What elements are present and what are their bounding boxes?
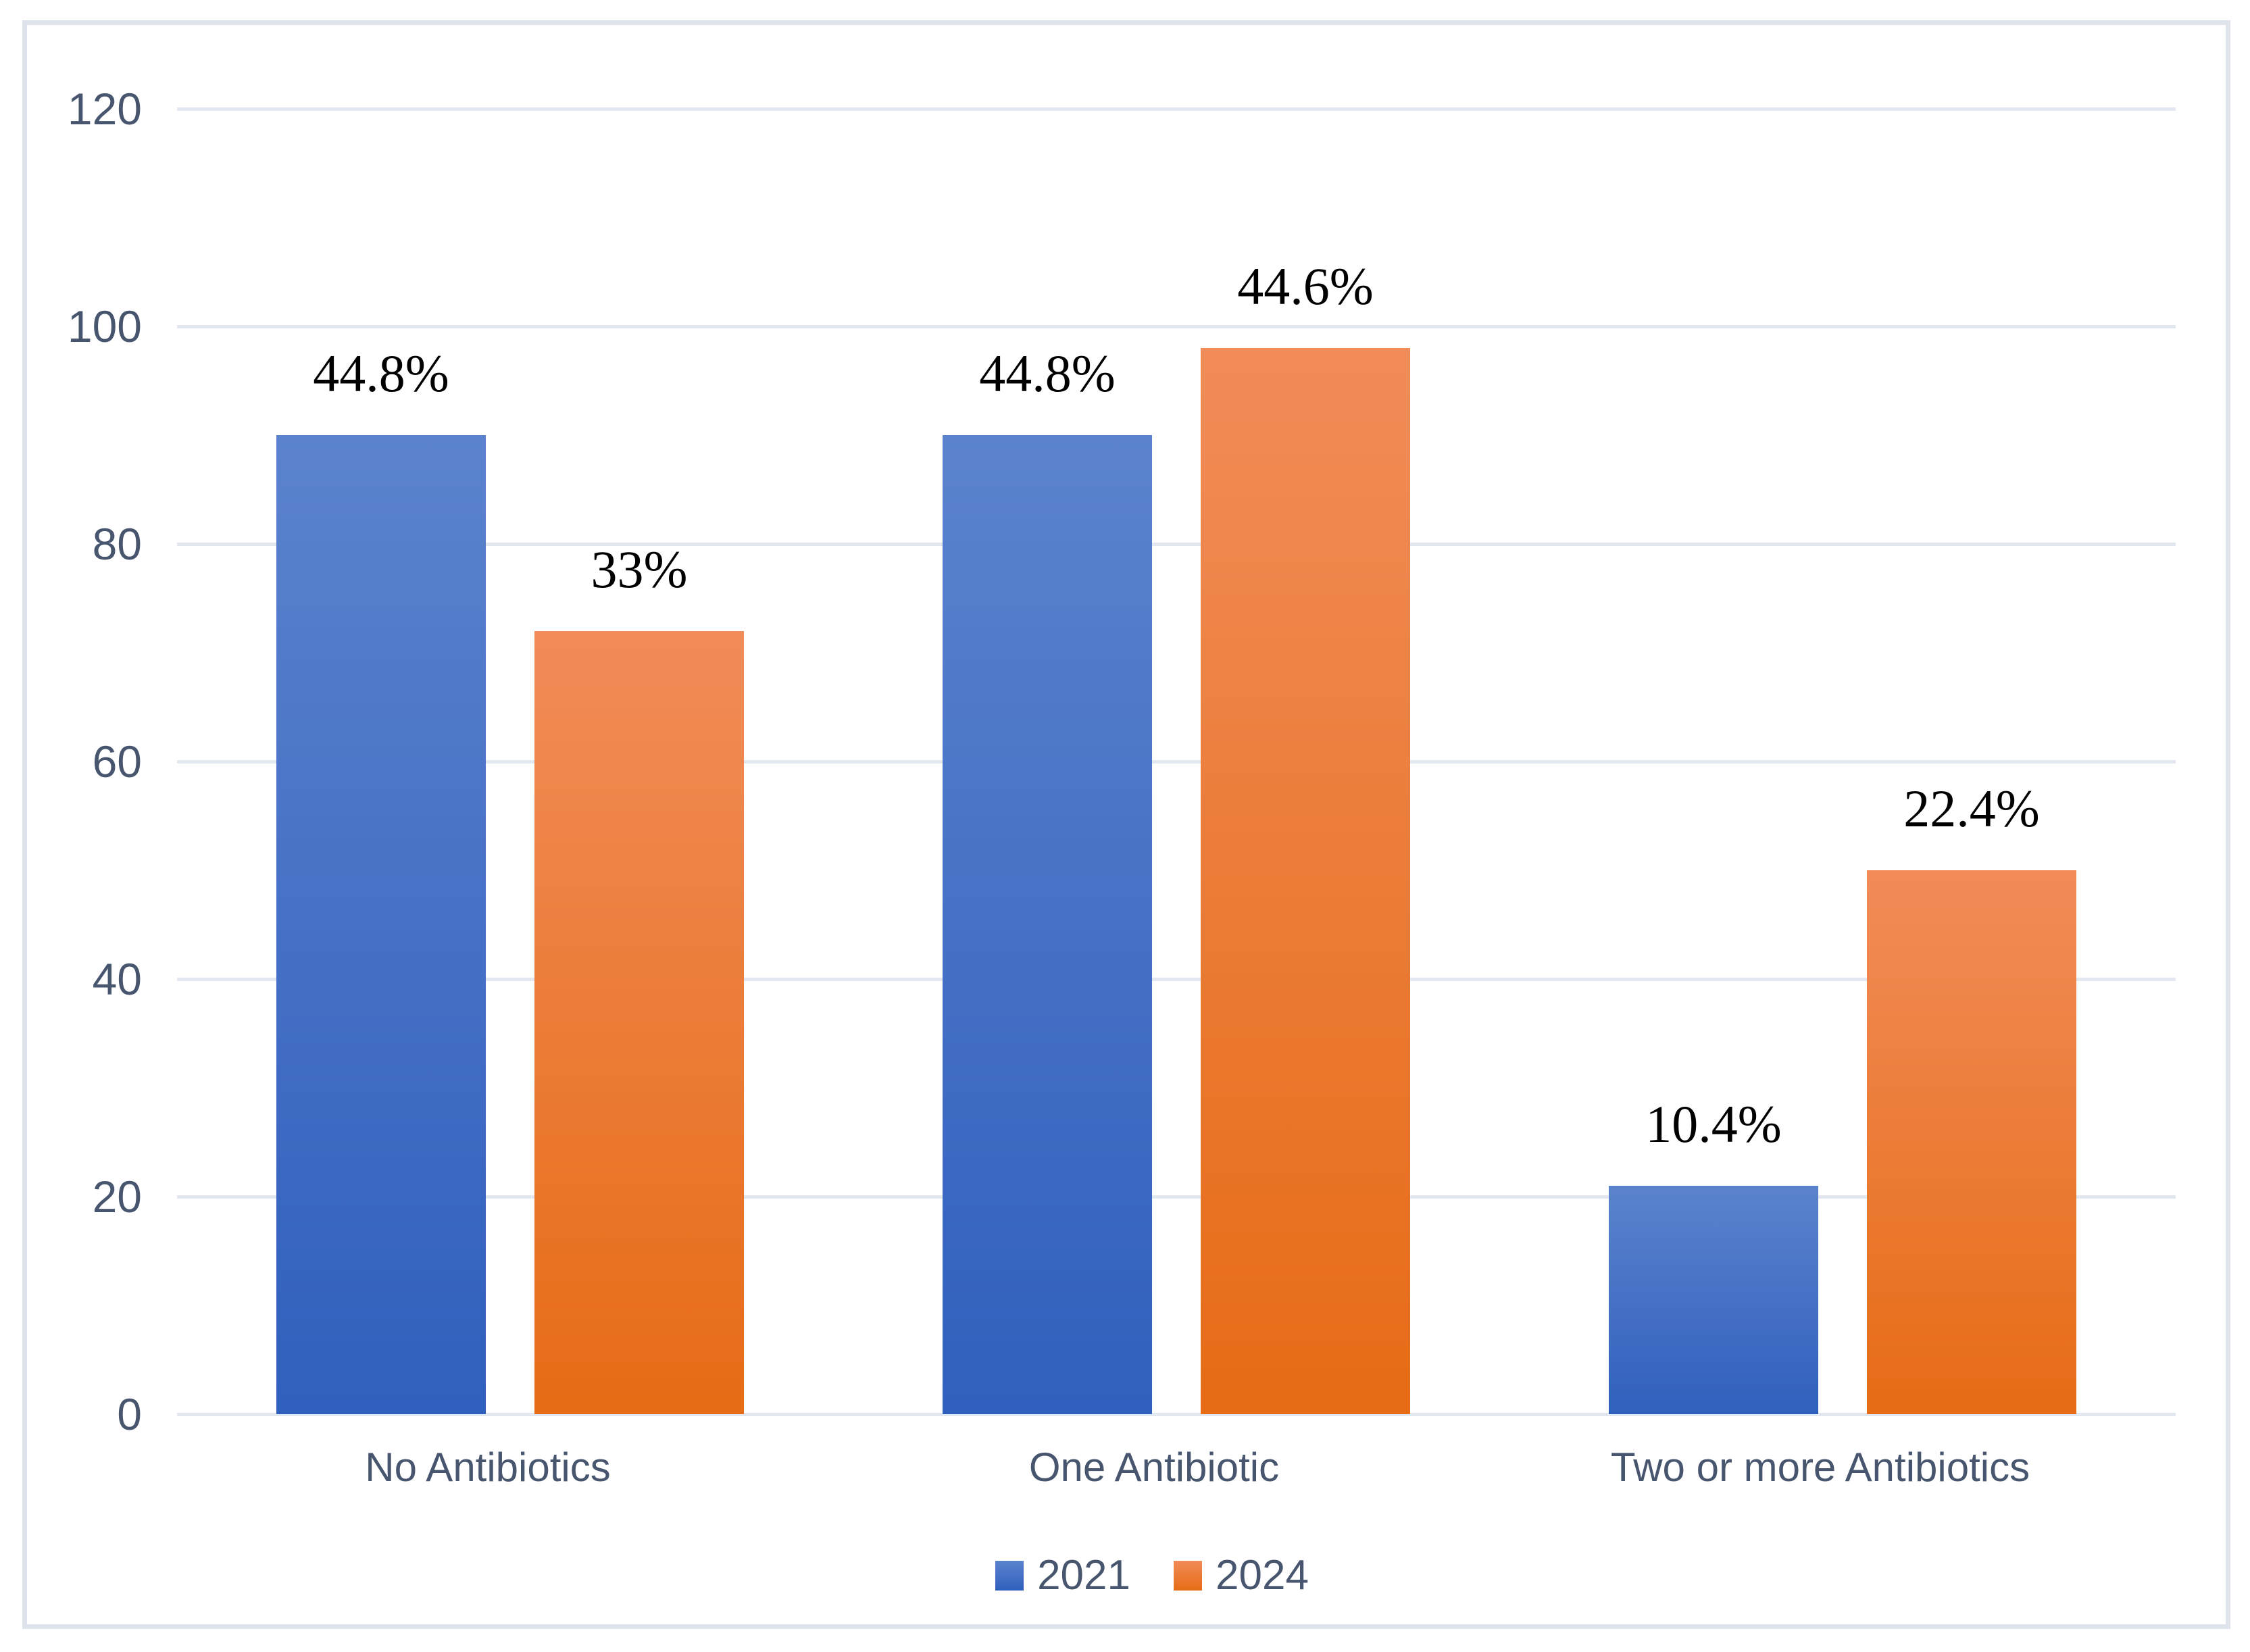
gridline-0 bbox=[177, 1413, 2176, 1416]
legend: 2021 2024 bbox=[27, 1545, 2250, 1606]
bar-2021-two-or-more-antibiotics bbox=[1609, 1185, 1818, 1414]
y-tick-label-100: 100 bbox=[67, 301, 142, 351]
gridline-20 bbox=[177, 1195, 2176, 1199]
chart-frame: 0 20 40 60 80 100 120 44.8% 33% 44.8% 44.6% 10.4% 22… bbox=[22, 20, 2230, 1629]
data-label-2021-one-antibiotic: 44.8% bbox=[979, 344, 1116, 403]
y-tick-label-60: 60 bbox=[92, 736, 142, 786]
y-tick-label-120: 120 bbox=[67, 84, 142, 134]
gridline-60 bbox=[177, 760, 2176, 764]
data-label-2024-one-antibiotic: 44.6% bbox=[1237, 257, 1374, 316]
gridline-120 bbox=[177, 107, 2176, 111]
y-tick-label-80: 80 bbox=[92, 519, 142, 569]
y-tick-label-40: 40 bbox=[92, 954, 142, 1004]
bar-2024-two-or-more-antibiotics bbox=[1867, 870, 2076, 1414]
y-tick-label-0: 0 bbox=[117, 1389, 142, 1439]
gridline-100 bbox=[177, 325, 2176, 328]
gridline-40 bbox=[177, 978, 2176, 981]
category-label-two-or-more-antibiotics: Two or more Antibiotics bbox=[1610, 1445, 2030, 1490]
data-label-2024-two-or-more-antibiotics: 22.4% bbox=[1903, 779, 2040, 838]
legend-label-2024: 2024 bbox=[1216, 1552, 1309, 1599]
category-label-no-antibiotics: No Antibiotics bbox=[365, 1445, 611, 1490]
data-label-2021-two-or-more-antibiotics: 10.4% bbox=[1645, 1094, 1782, 1153]
gridline-80 bbox=[177, 543, 2176, 546]
category-label-one-antibiotic: One Antibiotic bbox=[1028, 1445, 1280, 1490]
bar-2024-no-antibiotics bbox=[534, 630, 744, 1414]
legend-swatch-2021 bbox=[995, 1561, 1024, 1591]
bar-2021-one-antibiotic bbox=[943, 435, 1152, 1414]
legend-item-2021: 2021 bbox=[995, 1555, 1130, 1597]
bar-2021-no-antibiotics bbox=[276, 435, 486, 1414]
y-tick-label-20: 20 bbox=[92, 1172, 142, 1222]
plot-area: 0 20 40 60 80 100 120 44.8% 33% 44.8% 44.6% 10.4% 22… bbox=[68, 84, 2176, 1439]
legend-item-2024: 2024 bbox=[1174, 1555, 1309, 1597]
data-label-2024-no-antibiotics: 33% bbox=[591, 539, 688, 599]
data-label-2021-no-antibiotics: 44.8% bbox=[313, 344, 449, 403]
bar-2024-one-antibiotic bbox=[1201, 348, 1410, 1414]
legend-swatch-2024 bbox=[1174, 1561, 1202, 1591]
legend-label-2021: 2021 bbox=[1037, 1552, 1130, 1599]
